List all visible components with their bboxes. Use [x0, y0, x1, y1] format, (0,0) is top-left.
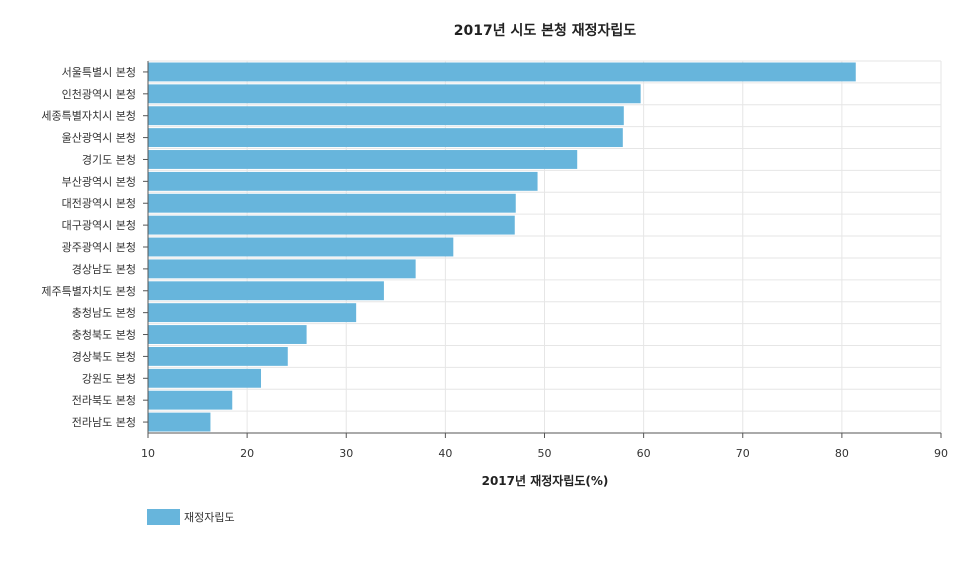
bar[interactable]: [148, 128, 623, 148]
category-label: 인천광역시 본청: [62, 87, 136, 101]
category-label: 경상북도 본청: [72, 350, 136, 363]
x-tick-label: 90: [934, 447, 948, 460]
bar[interactable]: [148, 412, 211, 432]
category-label: 경기도 본청: [82, 153, 136, 166]
category-label: 울산광역시 본청: [62, 132, 136, 145]
legend[interactable]: 재정자립도: [147, 509, 235, 525]
x-tick-label: 20: [240, 447, 254, 460]
x-tick-labels: 10 20 30 40 50 60 70 80 90: [141, 447, 948, 460]
x-tick-label: 30: [339, 447, 353, 460]
category-label: 전라북도 본청: [72, 394, 136, 407]
x-axis-title: 2017년 재정자립도(%): [482, 473, 609, 488]
chart-title: 2017년 시도 본청 재정자립도: [454, 22, 637, 39]
x-tick-label: 60: [637, 447, 651, 460]
bar[interactable]: [148, 303, 357, 323]
bar[interactable]: [148, 237, 454, 257]
x-tick-label: 40: [438, 447, 452, 460]
category-label: 제주특별자치도 본청: [41, 285, 136, 298]
x-tick-label: 80: [835, 447, 849, 460]
x-tick-label: 10: [141, 447, 155, 460]
category-label: 전라남도 본청: [72, 416, 136, 429]
bar[interactable]: [148, 106, 624, 126]
x-tick-label: 70: [736, 447, 750, 460]
bar[interactable]: [148, 193, 516, 213]
legend-label: 재정자립도: [184, 511, 235, 524]
bar[interactable]: [148, 325, 307, 344]
category-label: 대구광역시 본청: [62, 219, 136, 232]
axes: [143, 61, 942, 438]
category-label: 부산광역시 본청: [62, 175, 136, 188]
x-tick-label: 50: [538, 447, 552, 460]
category-label: 서울특별시 본청: [62, 66, 136, 79]
legend-swatch: [147, 509, 180, 525]
category-label: 경상남도 본청: [72, 263, 136, 276]
category-label: 대전광역시 본청: [62, 197, 136, 210]
bar[interactable]: [148, 390, 233, 410]
category-label: 충청남도 본청: [72, 307, 136, 320]
bar[interactable]: [148, 368, 262, 388]
bar[interactable]: [148, 171, 538, 191]
bar[interactable]: [148, 84, 641, 104]
bar[interactable]: [148, 62, 856, 82]
bars: [148, 62, 856, 432]
category-label: 세종특별자치시 본청: [41, 110, 136, 123]
bar[interactable]: [148, 259, 416, 279]
category-label: 광주광역시 본청: [62, 241, 136, 254]
bar[interactable]: [148, 150, 578, 169]
bar[interactable]: [148, 281, 384, 301]
bar[interactable]: [148, 215, 515, 235]
bar[interactable]: [148, 346, 288, 366]
category-label: 강원도 본청: [82, 372, 136, 385]
category-label: 충청북도 본청: [72, 329, 136, 342]
